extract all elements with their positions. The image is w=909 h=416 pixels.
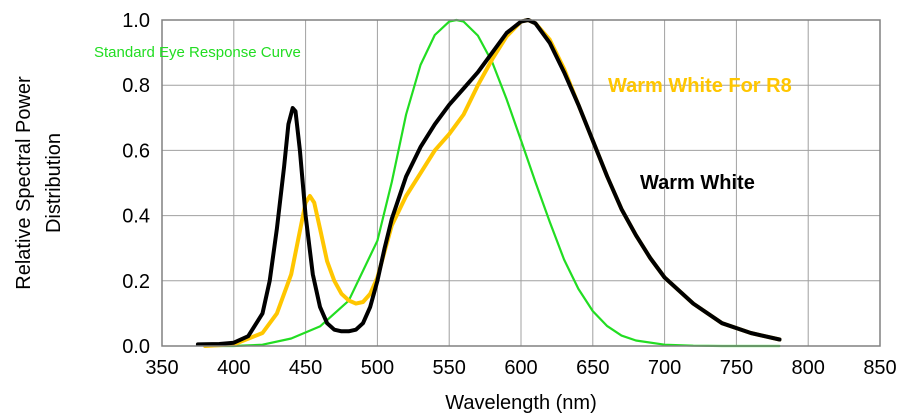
plot-frame [161,19,881,347]
x-tick-label: 850 [863,357,896,379]
x-tick-label: 350 [145,357,178,379]
x-tick-label: 550 [433,357,466,379]
y-axis-title-line-2: Distribution [43,133,65,233]
annotation-warm-white-r8: Warm White For R8 [608,75,792,97]
x-tick-labels: 350 400 450 500 550 600 650 700 750 800 850 [145,357,896,379]
x-tick-label: 600 [504,357,537,379]
y-tick-label: 0.2 [122,271,150,293]
x-tick-label: 500 [361,357,394,379]
y-tick-label: 0.0 [122,336,150,358]
grid-lines [162,20,880,346]
x-tick-label: 450 [289,357,322,379]
x-axis-title: Wavelength (nm) [445,392,597,414]
annotation-standard-eye-response: Standard Eye Response Curve [94,44,301,61]
x-tick-label: 750 [720,357,753,379]
y-tick-label: 0.6 [122,140,150,162]
y-tick-label: 0.8 [122,75,150,97]
x-tick-label: 800 [792,357,825,379]
y-tick-label: 1.0 [122,10,150,32]
series-layer [195,18,782,348]
x-tick-label: 400 [217,357,250,379]
annotation-warm-white: Warm White [640,172,755,194]
y-tick-labels: 0.0 0.2 0.4 0.6 0.8 1.0 [122,10,150,358]
y-tick-label: 0.4 [122,206,150,228]
x-tick-label: 700 [648,357,681,379]
x-tick-label: 650 [576,357,609,379]
y-axis-title-line-1: Relative Spectral Power [13,76,35,290]
series-line-warm-white [195,18,782,347]
